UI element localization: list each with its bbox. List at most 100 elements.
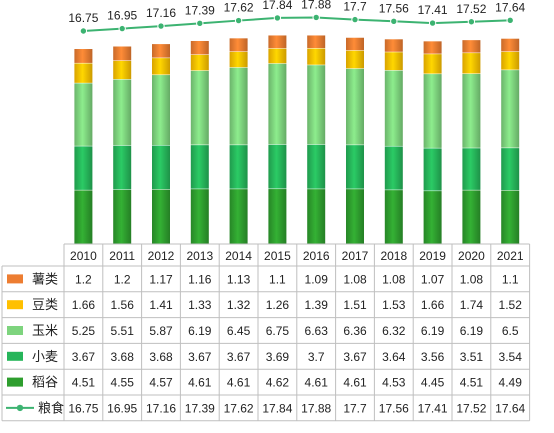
cell-wheat-2021: 3.54 [499, 350, 523, 364]
bar-tubers-2016 [307, 35, 326, 49]
bar-wheat-2011 [113, 145, 132, 190]
cell-corn-2019: 6.19 [421, 324, 445, 338]
tick-label-2010: 2010 [70, 249, 97, 263]
tick-label-2011: 2011 [109, 249, 135, 263]
cell-rice-2018: 4.53 [382, 376, 406, 390]
bar-rice-2019 [423, 191, 442, 244]
cell-tubers-2010: 1.2 [75, 272, 92, 286]
cell-tubers-2011: 1.2 [114, 272, 131, 286]
cell-rice-2014: 4.61 [227, 376, 251, 390]
bar-tubers-2013 [190, 40, 209, 55]
bar-corn-2018 [384, 70, 403, 146]
cell-tubers-2015: 1.1 [269, 272, 286, 286]
bar-beans-2013 [190, 54, 209, 71]
total-label-2015: 17.84 [262, 0, 292, 12]
bar-corn-2015 [268, 63, 287, 145]
cell-grain-2019: 17.41 [418, 401, 448, 415]
cell-grain-2016: 17.88 [301, 401, 331, 415]
cell-wheat-2013: 3.67 [188, 350, 212, 364]
cell-tubers-2017: 1.08 [343, 272, 367, 286]
total-label-2018: 17.56 [379, 1, 409, 15]
cell-grain-2020: 17.52 [456, 401, 486, 415]
bar-tubers-2017 [346, 37, 364, 51]
legend-line-marker [16, 404, 24, 412]
bar-beans-2010 [74, 63, 93, 83]
tick-label-2013: 2013 [186, 249, 213, 263]
bar-wheat-2019 [423, 148, 442, 191]
bars-layer [74, 35, 520, 244]
tick-label-2012: 2012 [148, 249, 175, 263]
cell-beans-2014: 1.32 [227, 298, 251, 312]
cell-grain-2017: 17.7 [343, 401, 367, 415]
bar-rice-2014 [229, 189, 248, 244]
cell-beans-2011: 1.56 [111, 298, 135, 312]
legend-label-tubers: 薯类 [32, 271, 58, 286]
bar-beans-2018 [384, 52, 403, 71]
cell-corn-2011: 5.51 [111, 324, 135, 338]
cell-tubers-2018: 1.08 [382, 272, 406, 286]
bar-tubers-2021 [501, 38, 520, 52]
cell-grain-2013: 17.39 [185, 401, 215, 415]
cell-wheat-2019: 3.56 [421, 350, 445, 364]
bar-beans-2012 [152, 58, 170, 75]
cell-grain-2015: 17.84 [262, 401, 292, 415]
legend-label-wheat: 小麦 [32, 349, 58, 364]
cell-grain-2011: 16.95 [107, 401, 137, 415]
cell-beans-2013: 1.33 [188, 298, 212, 312]
bar-tubers-2010 [74, 49, 93, 63]
total-label-2017: 17.7 [343, 0, 367, 14]
cell-rice-2010: 4.51 [72, 376, 96, 390]
cell-corn-2013: 6.19 [188, 324, 212, 338]
total-line-layer: 16.75 16.95 17.16 17.39 17.62 17.84 17.88 17.7 1… [68, 0, 526, 35]
cell-tubers-2016: 1.09 [305, 272, 329, 286]
cell-beans-2018: 1.53 [382, 298, 406, 312]
legend-swatch-corn [7, 326, 23, 335]
cell-rice-2016: 4.61 [305, 376, 329, 390]
bar-wheat-2018 [384, 146, 403, 190]
bar-tubers-2015 [268, 35, 287, 49]
cell-grain-2014: 17.62 [224, 401, 254, 415]
cell-grain-2021: 17.64 [495, 401, 525, 415]
bar-corn-2017 [346, 68, 364, 145]
total-point-2016 [312, 13, 320, 22]
cell-corn-2015: 6.75 [266, 324, 290, 338]
total-point-2015 [273, 14, 282, 22]
cell-rice-2015: 4.62 [266, 376, 290, 390]
bar-wheat-2012 [152, 145, 170, 190]
bar-wheat-2020 [462, 148, 481, 190]
bar-beans-2021 [501, 51, 520, 70]
cell-tubers-2012: 1.17 [149, 272, 173, 286]
bar-rice-2017 [346, 189, 364, 244]
total-label-2010: 16.75 [68, 11, 98, 25]
bar-rice-2012 [152, 189, 170, 244]
total-line [83, 16, 511, 32]
total-label-2016: 17.88 [301, 0, 331, 11]
legend-swatch-tubers [7, 274, 23, 284]
bar-wheat-2014 [229, 145, 248, 189]
total-label-2020: 17.52 [456, 2, 486, 16]
bar-beans-2014 [229, 51, 248, 68]
legend-swatch-wheat [7, 351, 23, 361]
total-point-2014 [234, 16, 243, 25]
cell-corn-2017: 6.36 [343, 324, 367, 338]
cell-beans-2010: 1.66 [72, 298, 96, 312]
bar-rice-2011 [113, 189, 132, 244]
bar-rice-2013 [190, 189, 209, 244]
total-point-2012 [157, 22, 165, 30]
total-label-2021: 17.64 [495, 0, 525, 14]
legend-label-grain: 粮食 [38, 400, 64, 415]
total-point-2011 [118, 24, 126, 33]
cell-wheat-2010: 3.67 [72, 350, 96, 364]
cell-rice-2012: 4.57 [149, 376, 173, 390]
bar-rice-2021 [501, 190, 520, 244]
tick-label-2017: 2017 [342, 249, 369, 263]
bar-wheat-2016 [307, 144, 326, 189]
total-point-2010 [79, 27, 88, 35]
cell-corn-2020: 6.19 [460, 324, 484, 338]
cell-tubers-2013: 1.16 [188, 272, 212, 286]
cell-tubers-2014: 1.13 [227, 272, 251, 286]
tick-label-2020: 2020 [458, 249, 485, 263]
tick-label-2021: 2021 [497, 249, 524, 263]
bar-rice-2016 [307, 189, 326, 244]
cell-beans-2021: 1.52 [499, 298, 523, 312]
